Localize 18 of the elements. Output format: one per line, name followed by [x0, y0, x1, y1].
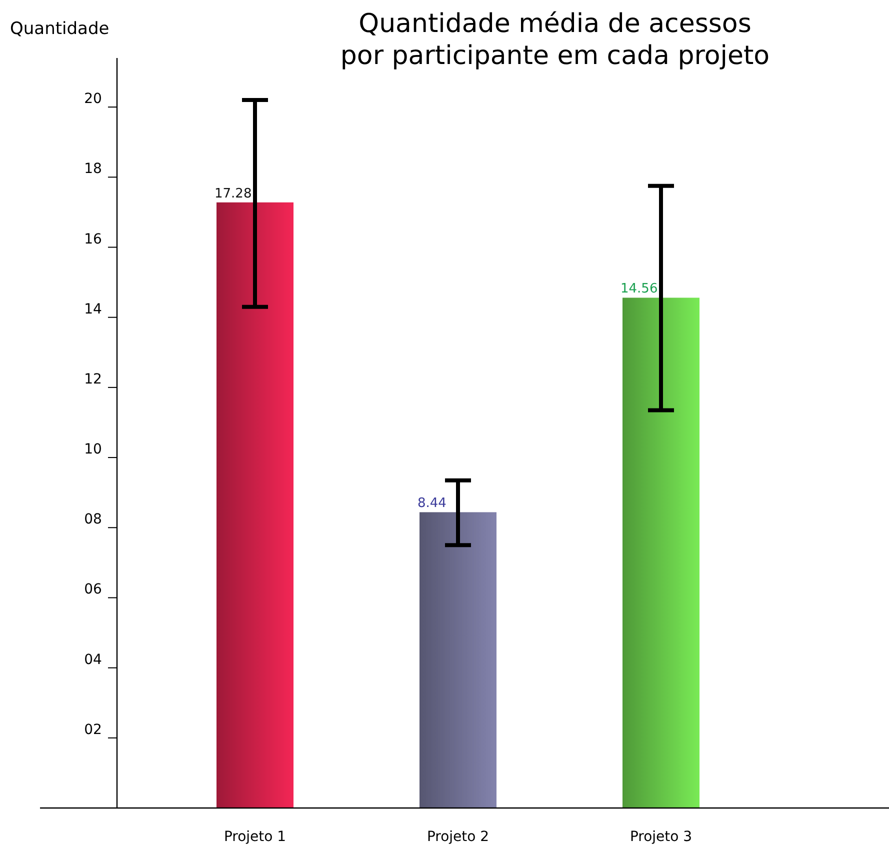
- y-tick-label: 12: [84, 371, 102, 388]
- y-tick-label: 04: [84, 652, 102, 668]
- x-tick-label: Projeto 2: [426, 829, 490, 845]
- y-tick-label: 16: [84, 231, 102, 248]
- x-tick-label: Projeto 3: [630, 829, 692, 845]
- y-axis-title: Quantidade: [10, 19, 110, 39]
- data-label: 8.44: [418, 496, 446, 512]
- y-tick-label: 06: [84, 582, 102, 598]
- y-tick-label: 08: [84, 512, 102, 528]
- chart-title: Quantidade média de acessos por participante em cada projeto: [340, 9, 770, 71]
- data-label: 14.56: [620, 282, 658, 297]
- y-tick-label: 14: [84, 301, 102, 318]
- data-label: 17.28: [214, 186, 252, 202]
- y-tick-label: 20: [84, 91, 102, 108]
- x-tick-label: Projeto 1: [224, 829, 286, 845]
- y-tick-label: 18: [84, 161, 102, 178]
- y-tick-label: 02: [84, 722, 102, 738]
- y-tick-label: 10: [84, 442, 102, 458]
